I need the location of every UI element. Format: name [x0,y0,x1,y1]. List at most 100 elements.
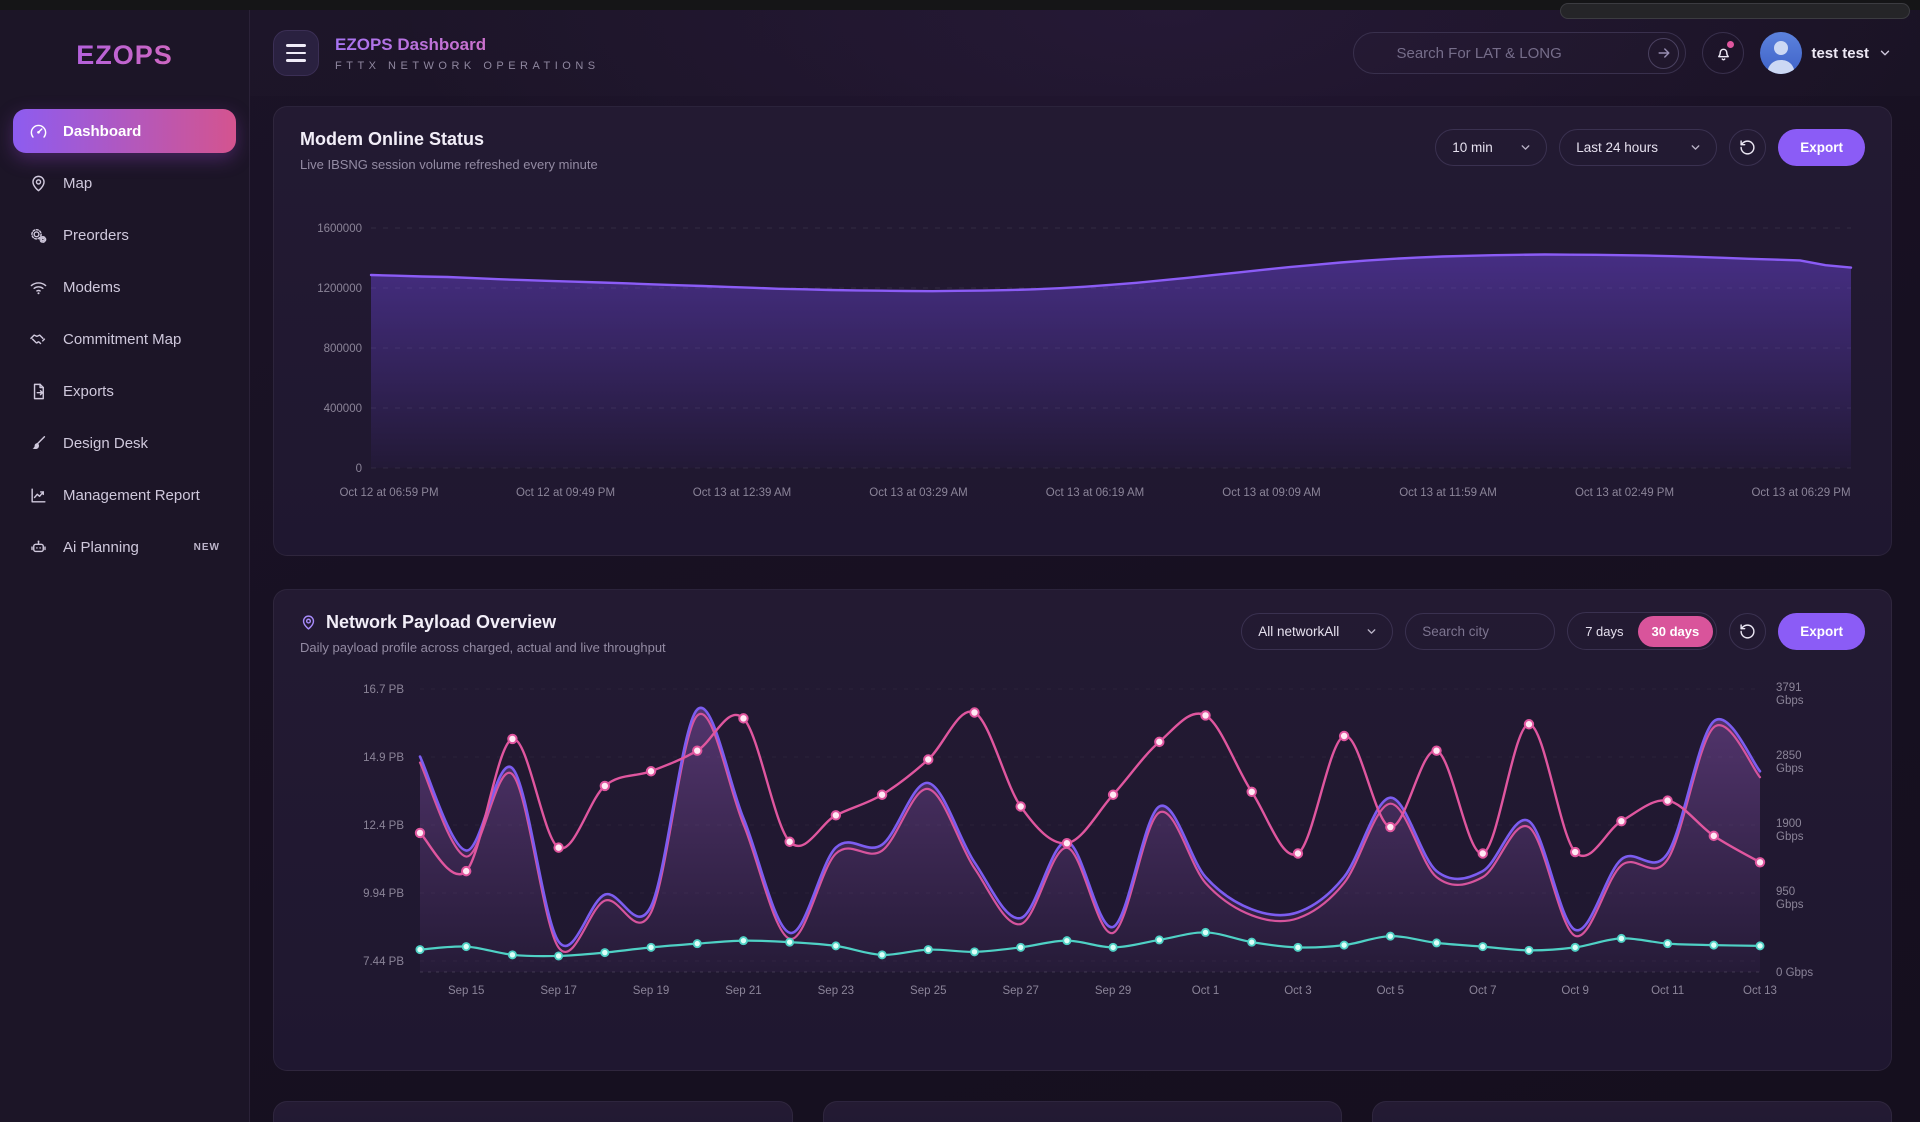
sidebar-item-commitment-map[interactable]: Commitment Map [13,317,236,361]
svg-text:Gbps: Gbps [1776,695,1804,707]
sidebar-item-management-report[interactable]: Management Report [13,473,236,517]
sidebar-item-label: Ai Planning [63,539,139,556]
svg-text:12.4 PB: 12.4 PB [363,820,404,832]
notifications-button[interactable] [1702,32,1744,74]
partial-card [1372,1101,1892,1122]
payload-card-titles: Network Payload Overview Daily payload p… [300,612,666,655]
top-header: EZOPS Dashboard FTTX NETWORK OPERATIONS [250,10,1920,96]
modem-sessions-chart: 160000012000008000004000000Oct 12 at 06:… [300,186,1867,518]
refresh-icon [1739,139,1756,156]
card-title: Modem Online Status [300,129,598,150]
sidebar-item-modems[interactable]: Modems [13,265,236,309]
sidebar-item-label: Map [63,175,92,192]
svg-text:2850: 2850 [1776,750,1802,762]
svg-text:Sep 17: Sep 17 [540,985,576,997]
notification-badge [1725,39,1736,50]
search-input[interactable] [1354,45,1648,62]
card-subtitle: Daily payload profile across charged, ac… [300,640,666,655]
sidebar-item-label: Dashboard [63,123,141,140]
svg-text:7.44 PB: 7.44 PB [363,956,404,968]
card-title: Network Payload Overview [326,612,556,633]
svg-text:1200000: 1200000 [317,283,362,295]
avatar [1760,32,1802,74]
modem-chart: 160000012000008000004000000Oct 12 at 06:… [300,186,1865,523]
app-root: EZOPS Dashboard Map Preorders Modems Commitm… [0,10,1920,1122]
browser-widget [1560,3,1910,19]
export-file-icon [29,382,48,401]
svg-text:Oct 5: Oct 5 [1377,985,1404,997]
sidebar-item-map[interactable]: Map [13,161,236,205]
sidebar-item-design-desk[interactable]: Design Desk [13,421,236,465]
hamburger-menu-button[interactable] [273,30,319,76]
svg-text:Oct 9: Oct 9 [1561,985,1588,997]
sidebar-item-label: Design Desk [63,435,148,452]
sidebar-item-exports[interactable]: Exports [13,369,236,413]
svg-text:Gbps: Gbps [1776,763,1804,775]
export-button[interactable]: Export [1778,613,1865,650]
interval-select-value: 10 min [1452,140,1493,155]
svg-text:Oct 12 at 06:59 PM: Oct 12 at 06:59 PM [339,487,438,499]
sidebar-item-ai-planning[interactable]: Ai Planning NEW [13,525,236,569]
header-title-block: EZOPS Dashboard FTTX NETWORK OPERATIONS [335,35,600,72]
svg-text:3791: 3791 [1776,682,1802,694]
svg-text:Sep 15: Sep 15 [448,985,484,997]
time-range-select-value: Last 24 hours [1576,140,1658,155]
card-subtitle: Live IBSNG session volume refreshed ever… [300,157,598,172]
chevron-down-icon [1689,141,1702,154]
svg-text:Oct 13 at 06:29 PM: Oct 13 at 06:29 PM [1751,487,1850,499]
robot-icon [29,538,48,557]
sidebar-item-label: Modems [63,279,121,296]
svg-text:14.9 PB: 14.9 PB [363,752,404,764]
export-button[interactable]: Export [1778,129,1865,166]
sidebar-item-preorders[interactable]: Preorders [13,213,236,257]
network-select[interactable]: All networkAll [1241,613,1393,650]
sidebar-item-label: Exports [63,383,114,400]
sidebar: EZOPS Dashboard Map Preorders Modems Commitm… [0,10,250,1122]
city-search-input[interactable] [1405,613,1555,650]
time-range-select[interactable]: Last 24 hours [1559,129,1717,166]
partial-card [273,1101,793,1122]
svg-text:Oct 13 at 11:59 AM: Oct 13 at 11:59 AM [1399,487,1497,499]
svg-text:Oct 13 at 09:09 AM: Oct 13 at 09:09 AM [1222,487,1320,499]
chevron-down-icon [1878,46,1892,60]
person-icon [1760,32,1802,74]
svg-text:Gbps: Gbps [1776,831,1804,843]
svg-text:Oct 13 at 03:29 AM: Oct 13 at 03:29 AM [869,487,967,499]
svg-text:0 Gbps: 0 Gbps [1776,967,1813,979]
search-submit-button[interactable] [1648,38,1679,69]
dashboard-gauge-icon [29,122,48,141]
report-chart-icon [29,486,48,505]
handshake-icon [29,330,48,349]
wifi-icon [29,278,48,297]
refresh-icon [1739,623,1756,640]
partial-card [823,1101,1343,1122]
payload-throughput-chart: 16.7 PB3791Gbps14.9 PB2850Gbps12.4 PB190… [300,669,1867,1003]
svg-text:16.7 PB: 16.7 PB [363,684,404,696]
page-title: EZOPS Dashboard [335,35,600,55]
svg-text:0: 0 [356,463,362,475]
svg-text:Sep 27: Sep 27 [1002,985,1038,997]
modem-online-status-card: Modem Online Status Live IBSNG session v… [273,106,1892,556]
sidebar-item-dashboard[interactable]: Dashboard [13,109,236,153]
toggle-7-days[interactable]: 7 days [1571,616,1637,647]
page-subtitle: FTTX NETWORK OPERATIONS [335,60,600,72]
svg-text:Oct 13 at 02:49 PM: Oct 13 at 02:49 PM [1575,487,1674,499]
chevron-down-icon [1519,141,1532,154]
gears-icon [29,226,48,245]
svg-text:Sep 29: Sep 29 [1095,985,1131,997]
arrow-right-icon [1656,45,1672,61]
new-badge: NEW [194,542,220,553]
app-logo: EZOPS [0,40,249,71]
svg-text:Oct 3: Oct 3 [1284,985,1311,997]
refresh-button[interactable] [1729,613,1766,650]
bottom-cards-row [273,1101,1892,1122]
user-name: test test [1811,45,1869,62]
sidebar-item-label: Preorders [63,227,129,244]
refresh-button[interactable] [1729,129,1766,166]
svg-text:Oct 13: Oct 13 [1743,985,1777,997]
svg-text:Oct 1: Oct 1 [1192,985,1219,997]
toggle-30-days[interactable]: 30 days [1638,616,1714,647]
user-menu[interactable]: test test [1760,32,1892,74]
interval-select[interactable]: 10 min [1435,129,1547,166]
svg-text:Sep 23: Sep 23 [818,985,854,997]
